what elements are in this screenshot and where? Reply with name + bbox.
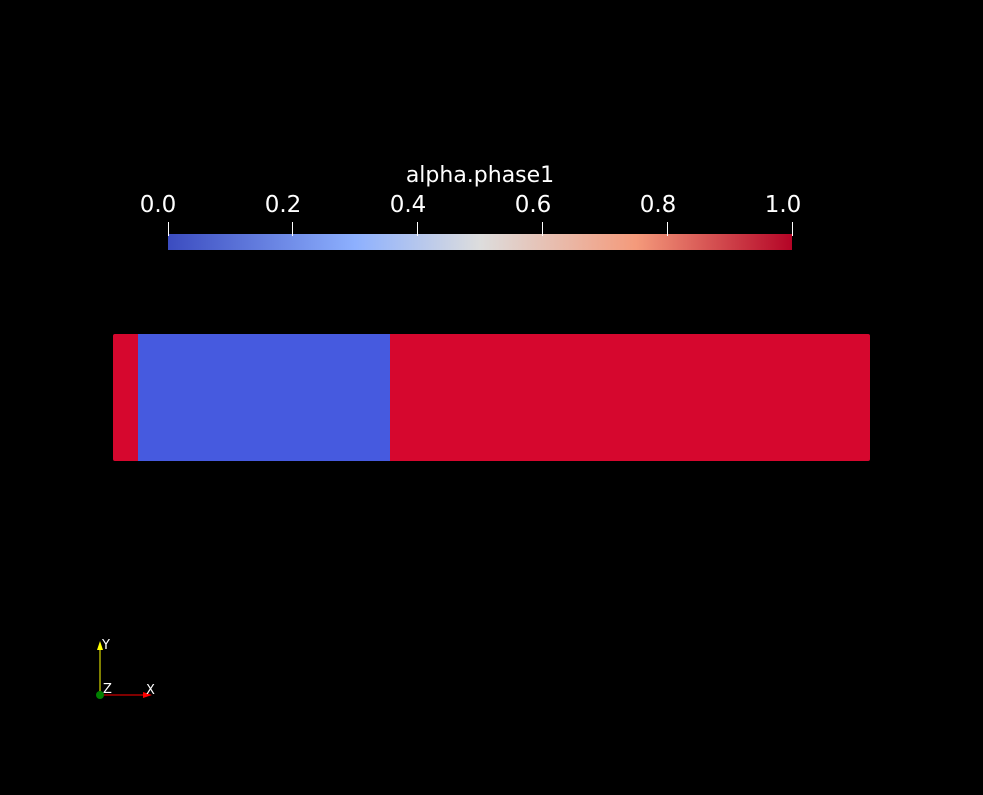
x-axis-label: X (146, 683, 155, 698)
z-axis-marker (96, 691, 104, 699)
z-axis-label: Z (103, 682, 112, 697)
scalar-bar-tick-mark (167, 222, 169, 236)
orientation-axes: Y Z X (88, 634, 168, 704)
scalar-bar-tick-label: 1.0 (764, 192, 802, 218)
scalar-bar-gradient (168, 234, 792, 250)
phase2-region (138, 334, 390, 461)
scalar-bar-tick-mark (291, 222, 293, 236)
scalar-bar-tick-mark (541, 222, 543, 236)
scalar-bar-tick-label: 0.8 (639, 192, 677, 218)
scalar-bar: alpha.phase1 0.0 0.2 0.4 0.6 0.8 1.0 (0, 0, 983, 260)
phase1-region (390, 334, 870, 461)
orientation-axes-icon (96, 641, 152, 699)
x-axis-arrowhead (143, 692, 152, 698)
y-axis-label: Y (102, 638, 110, 653)
scalar-bar-tick-label: 0.6 (514, 192, 552, 218)
y-axis-arrowhead (97, 641, 103, 650)
scalar-bar-tick-mark (791, 222, 793, 236)
scalar-bar-tick-label: 0.4 (389, 192, 427, 218)
scalar-bar-tick-label: 0.0 (139, 192, 177, 218)
scalar-bar-tick-mark (416, 222, 418, 236)
scalar-bar-tick-label: 0.2 (264, 192, 302, 218)
scalar-bar-tick-mark (666, 222, 668, 236)
left-strip-region (113, 334, 138, 461)
scalar-bar-title: alpha.phase1 (405, 163, 555, 188)
simulation-domain (113, 334, 870, 461)
